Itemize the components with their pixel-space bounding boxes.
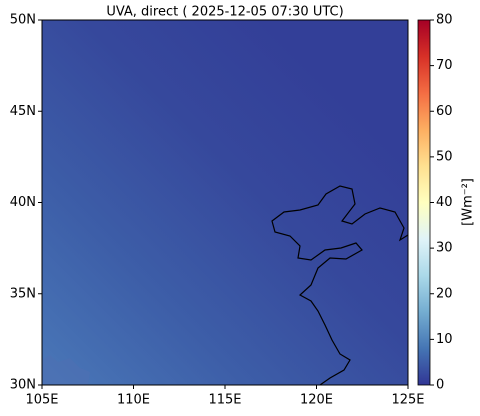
x-tick-label: 110E — [117, 393, 150, 408]
x-tick-label: 120E — [300, 393, 333, 408]
y-tick-label: 40N — [10, 195, 36, 210]
colorbar-label: [Wm⁻²] — [461, 178, 476, 226]
colorbar-tick-label: 70 — [436, 58, 453, 73]
colorbar-tick-label: 60 — [436, 104, 453, 119]
field-patch — [42, 355, 90, 385]
colorbar — [417, 19, 431, 386]
x-tick-label: 125E — [391, 393, 424, 408]
x-tick-label: 105E — [25, 393, 58, 408]
colorbar-tick-label: 20 — [436, 286, 453, 301]
y-tick-label: 50N — [10, 13, 36, 28]
chart-title: UVA, direct ( 2025-12-05 07:30 UTC) — [106, 5, 343, 20]
y-tick-label: 30N — [10, 378, 36, 393]
colorbar-tick-label: 80 — [436, 13, 453, 28]
x-tick-label: 115E — [208, 393, 241, 408]
colorbar-tick-label: 50 — [436, 149, 453, 164]
y-tick-label: 35N — [10, 286, 36, 301]
colorbar-tick-label: 0 — [436, 378, 444, 393]
coastline — [271, 185, 409, 386]
data-field — [42, 20, 408, 385]
colorbar-tick-label: 40 — [436, 195, 453, 210]
colorbar-tick-label: 30 — [436, 241, 453, 256]
colorbar-tick-label: 10 — [436, 332, 453, 347]
y-tick-label: 45N — [10, 104, 36, 119]
